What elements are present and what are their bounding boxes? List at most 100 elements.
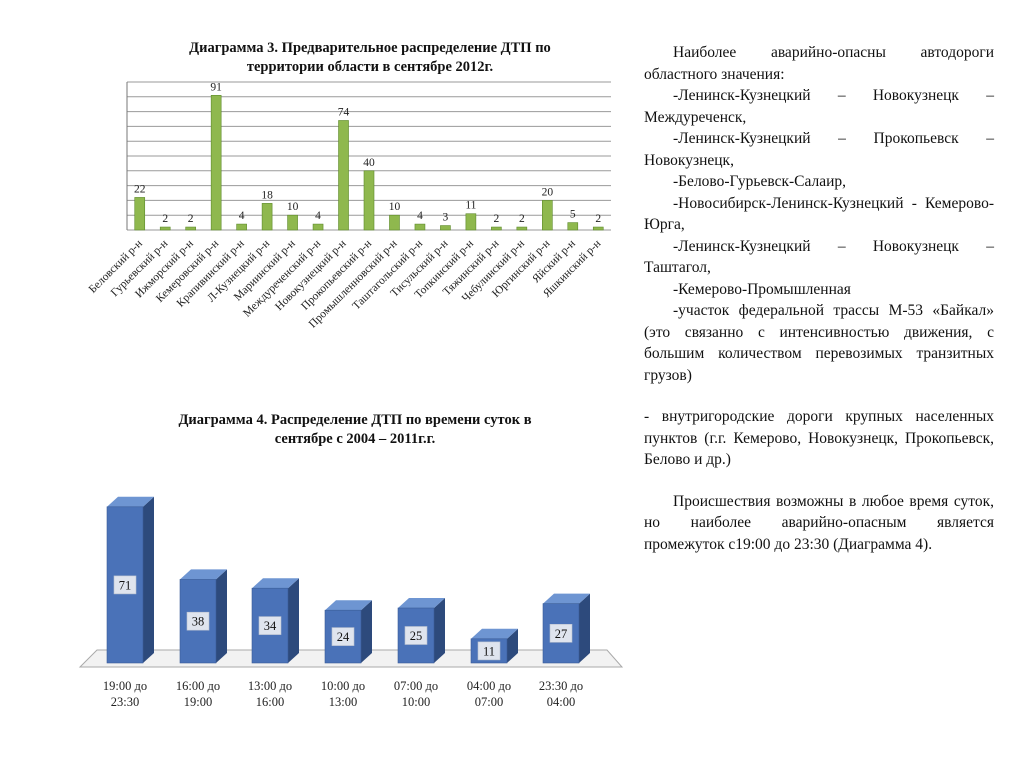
chart3-title-line: Диаграмма 3. Предварительное распределен… <box>189 40 551 56</box>
chart4-column <box>179 579 217 664</box>
chart4-category-label: 16:00 <box>256 695 284 709</box>
chart3-category-label: Беловский р-н <box>87 238 145 296</box>
chart3-bar <box>134 197 146 231</box>
chart3-data-label: 5 <box>570 209 576 221</box>
chart4-column <box>542 603 580 664</box>
chart3-data-label: 20 <box>542 186 554 198</box>
chart4-column-top <box>398 598 445 608</box>
chart3-category-label: Топкинский р-н <box>413 238 476 301</box>
chart4-title: Диаграмма 4. Распределение ДТП по времен… <box>120 411 590 449</box>
chart4-category-label: 19:00 <box>184 695 212 709</box>
chart4-category-label: 16:00 до <box>176 679 220 693</box>
chart3-bar <box>414 223 426 231</box>
text-paragraph: -Кемерово-Промышленная <box>673 280 851 298</box>
chart4-data-label: 25 <box>410 629 423 643</box>
chart3-data-label: 11 <box>465 200 476 212</box>
chart4-category-label: 04:00 <box>547 695 575 709</box>
text-paragraph: -Новосибирск-Ленинск-Кузнецкий - Кемеров… <box>644 194 994 234</box>
chart4-category-label: 13:00 до <box>248 679 292 693</box>
chart4-category-label: 10:00 <box>402 695 430 709</box>
chart4-title-line: сентябре с 2004 – 2011г.г. <box>274 431 436 447</box>
text-paragraph: Происшествия возможны в любое время суто… <box>644 492 994 553</box>
chart4-column-top <box>252 578 299 589</box>
text-paragraph: -участок федеральной трассы М-53 «Байкал… <box>644 302 994 384</box>
chart4-category-label: 13:00 <box>329 695 357 709</box>
chart4-title-line: Диаграмма 4. Распределение ДТП по времен… <box>178 412 532 428</box>
chart3-category-label: Тяжинский р-н <box>441 238 502 299</box>
chart4-data-label-box <box>331 627 355 646</box>
chart3-data-label: 10 <box>287 201 299 213</box>
chart3-category-label: Таштагольский р-н <box>350 238 425 313</box>
chart4-column <box>324 609 362 664</box>
chart3-bar <box>516 226 528 231</box>
chart4-category-label: 23:30 до <box>539 679 583 693</box>
chart4-data-label-box <box>258 616 282 635</box>
chart3-data-label: 18 <box>261 189 273 201</box>
chart4-column-top <box>107 496 154 507</box>
chart3-data-label: 4 <box>239 210 245 222</box>
text-paragraph: - внутригородские дороги крупных населен… <box>644 408 994 468</box>
chart4-category-label: 10:00 до <box>321 679 365 693</box>
chart3-bar <box>210 95 222 231</box>
chart3-data-label: 4 <box>315 210 321 222</box>
chart3-bar <box>592 226 604 231</box>
chart3-bar <box>287 214 298 231</box>
chart3-category-label: Яйский р-н <box>530 238 578 286</box>
chart3-bar <box>338 120 349 231</box>
chart3-data-label: 2 <box>188 213 194 225</box>
chart4-column-side <box>434 598 445 663</box>
chart3-data-label: 3 <box>443 212 449 224</box>
chart4-column-top <box>325 600 372 611</box>
chart4-category-label: 04:00 до <box>467 679 511 693</box>
chart3-bar <box>159 226 171 231</box>
chart4-data-label: 24 <box>337 630 350 644</box>
chart4-column <box>106 506 144 664</box>
chart3-title-line: территории области в сентябре 2012г. <box>246 59 494 75</box>
chart4-category-label: 19:00 до <box>103 679 147 693</box>
text-column: Наиболее аварийно-опасны автодороги обла… <box>644 42 994 555</box>
chart3-data-label: 2 <box>595 213 601 225</box>
chart4-column-top <box>543 593 590 604</box>
chart4-data-label-box <box>113 575 137 595</box>
chart3-category-label: Мариинский р-н <box>232 238 298 304</box>
chart3-data-label: 91 <box>210 81 222 93</box>
chart4-data-label: 38 <box>192 615 205 629</box>
text-paragraph: -Ленинск-Кузнецкий – Новокузнецк – Между… <box>644 87 994 126</box>
chart3-bar <box>261 203 273 231</box>
chart3-bar <box>363 170 375 231</box>
chart3-category-label: Междуреченский р-н <box>241 238 323 320</box>
chart4-column-side <box>216 569 227 663</box>
chart4-category-label: 07:00 <box>475 695 503 709</box>
chart4-data-label-box <box>549 623 573 643</box>
chart4-column-side <box>288 578 299 663</box>
chart3-bar <box>185 226 196 231</box>
chart3-category-label: Кемеровский р-н <box>154 238 221 305</box>
chart4-category-label: 07:00 до <box>394 679 438 693</box>
chart4-column <box>397 607 435 664</box>
chart3-bar <box>440 225 451 231</box>
chart3-category-label: Новокузнецкий р-н <box>273 238 349 314</box>
chart3-category-label: Тисульский р-н <box>389 238 451 300</box>
chart3-category-label: Л-Кузнецкий р-н <box>205 238 272 305</box>
chart3-category-label: Яшкинский р-н <box>541 238 603 300</box>
chart4-data-label-box <box>477 641 501 661</box>
chart4-data-label: 11 <box>483 644 495 658</box>
chart3-category-label: Юргинский р-н <box>490 238 552 300</box>
chart4-column-top <box>180 569 227 580</box>
chart3-category-label: Гурьевский р-н <box>109 238 171 300</box>
chart3-bar <box>542 200 553 231</box>
chart4-data-label: 27 <box>555 627 568 641</box>
chart3-data-label: 74 <box>338 106 350 118</box>
chart4-column-side <box>579 593 590 663</box>
chart3-category-label: Чебулинский р-н <box>460 238 527 305</box>
chart4-column <box>470 638 508 664</box>
chart3-data-label: 2 <box>519 213 525 225</box>
chart4-data-label-box <box>186 611 210 631</box>
chart3-title: Диаграмма 3. Предварительное распределен… <box>125 39 615 77</box>
chart4-column-side <box>143 496 154 663</box>
chart4-column-top <box>471 628 518 639</box>
chart3-data-label: 22 <box>134 183 146 195</box>
chart3-data-label: 2 <box>493 213 499 225</box>
text-paragraph: -Ленинск-Кузнецкий – Новокузнецк – Ташта… <box>644 237 994 277</box>
chart4-column <box>251 587 289 664</box>
